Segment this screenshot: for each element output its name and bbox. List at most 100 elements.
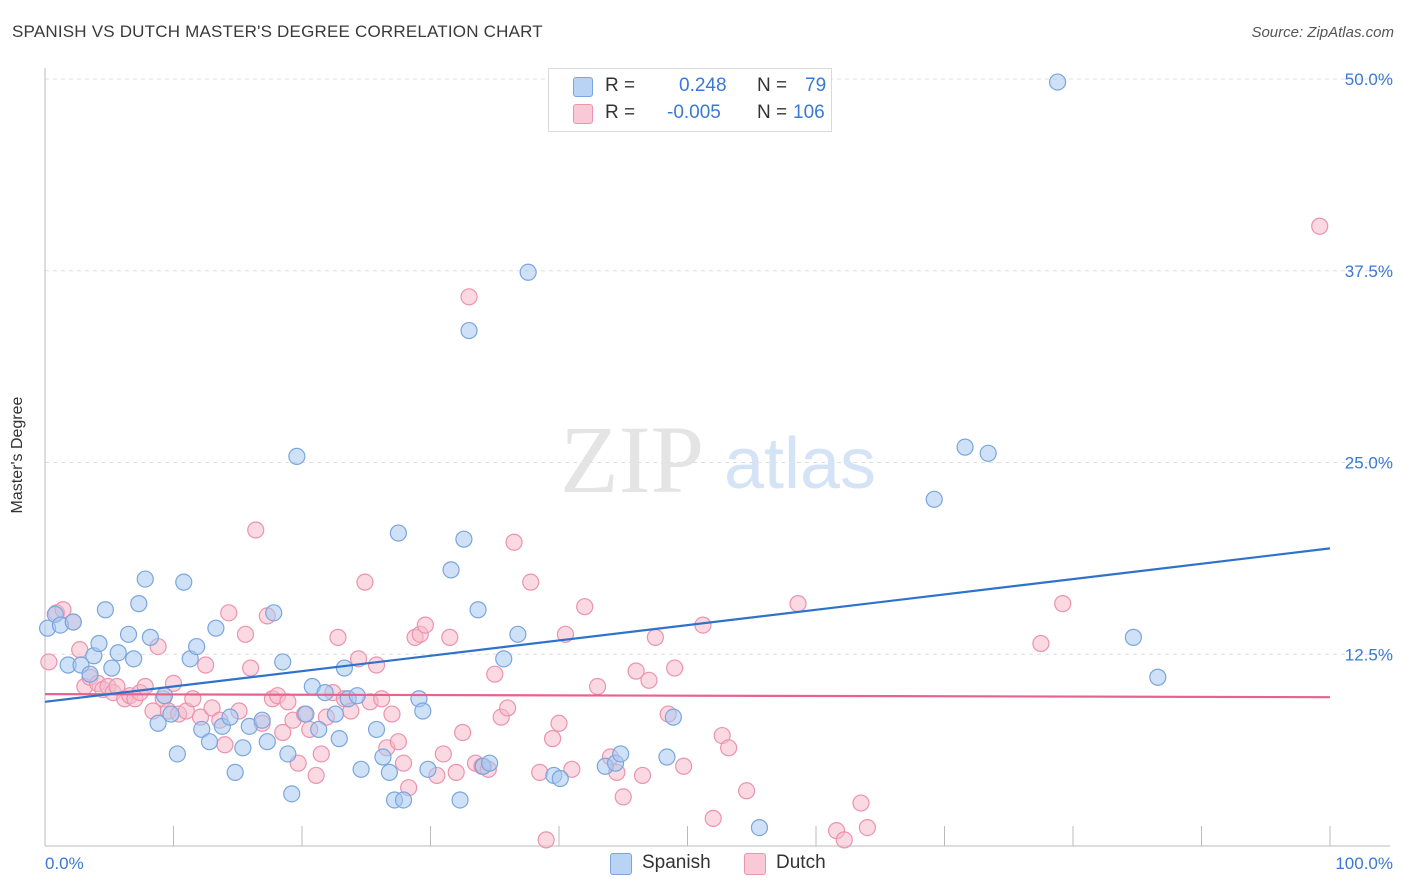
dutch-point	[704, 809, 722, 827]
spanish-point	[481, 754, 499, 772]
spanish-point	[442, 561, 460, 579]
spanish-point	[419, 760, 437, 778]
dutch-point	[852, 794, 870, 812]
dutch-point	[40, 653, 58, 671]
dutch-points	[40, 217, 1329, 849]
spanish-point	[221, 708, 239, 726]
dutch-point	[550, 714, 568, 732]
spanish-point	[265, 604, 283, 622]
dutch-point	[537, 831, 555, 849]
dutch-legend-label: Dutch	[776, 852, 826, 873]
spanish-point	[175, 573, 193, 591]
dutch-point	[312, 745, 330, 763]
dutch-point	[247, 521, 265, 539]
dutch-legend-swatch	[744, 853, 766, 875]
watermark-atlas: atlas	[724, 424, 876, 504]
y-tick-label: 50.0%	[1345, 70, 1393, 89]
dutch-point	[543, 730, 562, 748]
spanish-point	[414, 702, 432, 720]
spanish-point	[509, 625, 527, 643]
y-tick-label: 37.5%	[1345, 262, 1393, 281]
spanish-point	[207, 619, 225, 637]
dutch-point	[220, 604, 238, 622]
dutch-point	[216, 736, 234, 754]
spanish-point	[141, 628, 159, 646]
spanish-point	[519, 263, 537, 281]
spanish-point	[367, 720, 386, 739]
spanish-point	[316, 683, 334, 702]
spanish-point	[1048, 73, 1067, 91]
spanish-point	[119, 625, 138, 643]
dutch-r-label: R =	[605, 102, 636, 123]
dutch-point	[329, 628, 347, 646]
dutch-n-value: 106	[793, 102, 825, 123]
spanish-point	[664, 708, 682, 726]
spanish-point	[352, 760, 370, 778]
watermark-zip: ZIP	[560, 406, 704, 513]
dutch-point	[1311, 217, 1329, 235]
dutch-point	[416, 616, 434, 634]
axes	[44, 68, 1390, 847]
dutch-point	[389, 733, 407, 751]
source-label: Source: ZipAtlas.com	[1251, 24, 1394, 41]
dutch-trendline	[44, 693, 1331, 699]
dutch-swatch	[573, 104, 593, 124]
dutch-point	[675, 757, 693, 775]
dutch-point	[576, 598, 594, 616]
dutch-point	[486, 665, 504, 683]
spanish-point	[193, 720, 211, 739]
spanish-point	[326, 705, 345, 723]
spanish-point	[64, 613, 82, 631]
spanish-point	[234, 739, 252, 757]
spanish-r-label: R =	[605, 75, 636, 96]
dutch-point	[646, 628, 664, 646]
spanish-point	[297, 705, 315, 723]
dutch-point	[356, 573, 374, 591]
spanish-swatch	[573, 77, 593, 97]
x-tick-label-max: 100.0%	[1335, 854, 1393, 873]
dutch-point	[858, 818, 877, 837]
spanish-point	[925, 490, 943, 508]
dutch-point	[447, 763, 465, 781]
spanish-point	[330, 730, 348, 748]
spanish-point	[155, 687, 174, 705]
spanish-point	[149, 714, 167, 732]
trendlines	[44, 547, 1331, 703]
spanish-point	[451, 791, 469, 809]
spanish-r-value: 0.248	[679, 75, 727, 96]
dutch-point	[633, 766, 652, 785]
dutch-point	[373, 690, 391, 708]
spanish-point	[188, 637, 206, 656]
spanish-point	[162, 705, 180, 723]
dutch-point	[307, 766, 325, 785]
spanish-point	[136, 570, 154, 588]
dutch-point	[383, 705, 401, 723]
dutch-point	[184, 690, 202, 708]
spanish-point	[274, 653, 292, 671]
spanish-point	[103, 659, 121, 677]
dutch-point	[441, 628, 459, 646]
spanish-legend-swatch	[610, 853, 632, 875]
dutch-point	[522, 573, 540, 591]
spanish-point	[283, 785, 301, 803]
dutch-point	[563, 760, 581, 778]
dutch-point	[394, 754, 413, 772]
spanish-point	[469, 601, 487, 619]
y-axis-label: Master's Degree	[9, 396, 26, 514]
spanish-point	[253, 711, 271, 729]
dutch-point	[531, 763, 549, 781]
dutch-point	[236, 625, 255, 643]
dutch-point	[136, 677, 154, 696]
spanish-point	[335, 659, 354, 677]
spanish-point	[1124, 628, 1142, 646]
spanish-point	[109, 644, 127, 662]
dutch-point	[835, 831, 853, 849]
dutch-point	[499, 699, 517, 717]
y-tick-label: 25.0%	[1345, 454, 1393, 473]
spanish-point	[394, 791, 413, 809]
spanish-point	[455, 530, 473, 548]
dutch-point	[454, 723, 472, 742]
spanish-trendline	[44, 547, 1331, 703]
spanish-legend-label: Spanish	[642, 852, 711, 873]
